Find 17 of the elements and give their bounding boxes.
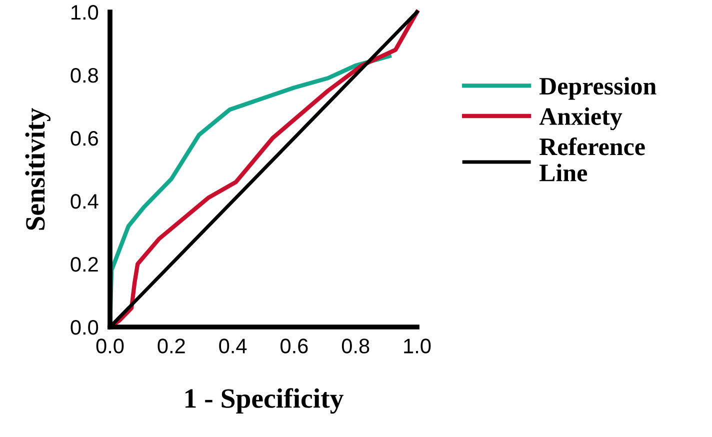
x-tick-label: 0.8: [342, 338, 370, 354]
y-tick-label: 0.6: [70, 131, 98, 146]
x-tick-label: 1.0: [404, 338, 431, 354]
legend-label: Reference Line: [539, 137, 645, 182]
y-tick-label: 1.0: [72, 5, 98, 20]
x-tick-label: 0.6: [280, 338, 308, 354]
y-axis-title: Sensitivity: [25, 108, 50, 230]
y-tick-label: 0.4: [70, 194, 98, 209]
x-axis-title: 1 - Specificity: [186, 388, 344, 414]
x-tick-label: 0.2: [158, 338, 185, 354]
y-tick-label: 0.0: [70, 320, 98, 335]
x-tick-label: 0.0: [96, 338, 124, 354]
y-tick-label: 0.2: [70, 257, 98, 272]
legend-label: Depression: [540, 77, 656, 100]
x-tick-label: 0.4: [219, 338, 247, 354]
legend-label: Anxiety: [539, 107, 622, 130]
y-tick-label: 0.8: [70, 68, 98, 83]
